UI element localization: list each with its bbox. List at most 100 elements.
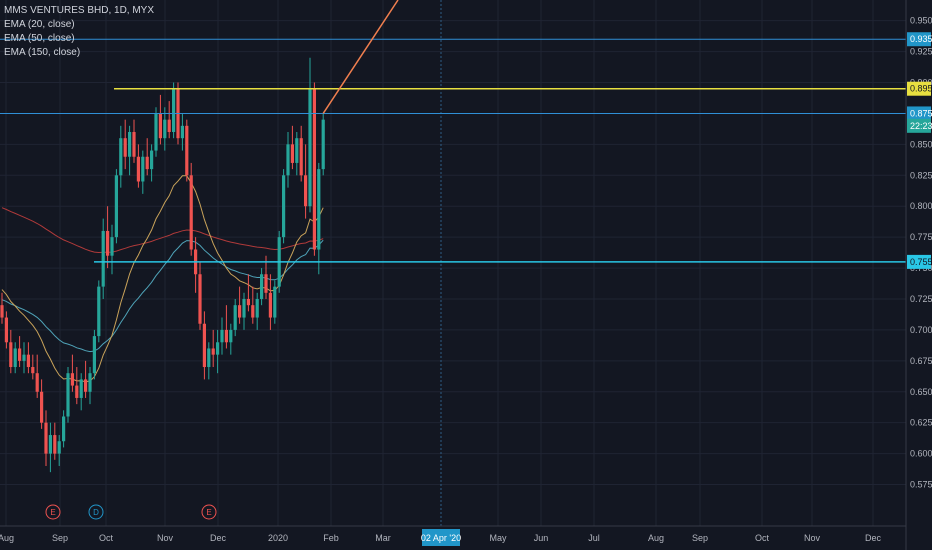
price-label-text: 0.935 (910, 34, 932, 44)
time-axis-bg (0, 526, 932, 550)
time-tick-label: Nov (804, 533, 821, 543)
candle-body (128, 132, 132, 157)
candle-body (290, 144, 294, 163)
time-tick-label: Feb (323, 533, 339, 543)
candle-body (317, 169, 321, 250)
candle-body (9, 342, 13, 368)
event-marker-letter: E (50, 508, 55, 517)
candle-body (308, 88, 312, 207)
candle-body (211, 348, 215, 355)
legend-ema-50[interactable]: EMA (50, close) (4, 33, 75, 44)
candle-body (13, 348, 17, 368)
event-marker-letter: E (206, 508, 211, 517)
candle-body (136, 156, 140, 182)
candle-body (92, 336, 96, 374)
candle-body (4, 317, 8, 343)
time-axis[interactable]: Aug Sep Oct Nov Dec 2020 Feb Mar May Jun Jul Aug Sep… (0, 533, 881, 543)
candle-body (282, 175, 286, 238)
candle-body (268, 292, 272, 318)
candle-body (88, 373, 92, 392)
price-tick-label: 0.650 (910, 387, 932, 397)
candle-body (150, 150, 154, 170)
chart-legend: MMS VENTURES BHD, 1D, MYX EMA (20, close… (4, 4, 154, 60)
price-tick-label: 0.675 (910, 356, 932, 366)
candle-body (246, 298, 250, 306)
candle-body (233, 305, 237, 330)
candle-body (216, 342, 220, 355)
price-label-bg (907, 254, 931, 269)
time-tick-label: May (489, 533, 507, 543)
candle-body (220, 329, 224, 343)
price-label-bg (907, 106, 931, 121)
time-tick-label: Sep (692, 533, 708, 543)
candle-body (26, 354, 30, 368)
candle-body (66, 373, 70, 417)
price-tick-label: 0.575 (910, 480, 932, 490)
event-marker-dividend[interactable] (88, 504, 104, 520)
candle-body (158, 113, 162, 139)
candle-body (22, 354, 26, 361)
time-tick-label: Oct (99, 533, 114, 543)
candle-body (304, 175, 308, 207)
time-tick-label: Mar (375, 533, 391, 543)
candle-body (172, 88, 176, 133)
candle-body (79, 379, 83, 398)
candle-body (101, 230, 105, 287)
time-tick-label: Jun (534, 533, 549, 543)
candle-body (44, 422, 48, 454)
candle-body (70, 373, 74, 386)
date-label: 02 Apr '20 (421, 529, 461, 546)
price-tick-label: 0.800 (910, 201, 932, 211)
event-marker-earnings[interactable] (201, 504, 217, 520)
grid (0, 0, 906, 526)
candle-body (202, 323, 206, 368)
candle-body (141, 156, 145, 182)
time-tick-label: 2020 (268, 533, 288, 543)
price-tick-label: 0.725 (910, 294, 932, 304)
time-tick-label: Dec (865, 533, 882, 543)
candle-body (229, 329, 233, 343)
event-marker-letter: D (93, 508, 99, 517)
time-tick-label: Nov (157, 533, 174, 543)
price-tick-label: 0.600 (910, 449, 932, 459)
price-tick-label: 0.825 (910, 170, 932, 180)
candle-body (264, 274, 268, 293)
candle-body (123, 138, 127, 157)
candle-body (286, 144, 290, 176)
time-tick-label: Dec (210, 533, 227, 543)
candle-body (312, 88, 316, 250)
price-label-text: 0.895 (910, 84, 932, 94)
legend-ema-150[interactable]: EMA (150, close) (4, 47, 81, 58)
candle-body (97, 286, 101, 337)
price-tick-label: 0.925 (910, 47, 932, 57)
ema-lines (1, 175, 324, 383)
price-label-text: 22:23 (910, 121, 932, 131)
candle-body (198, 274, 202, 324)
candle-body (255, 298, 259, 318)
trend-line[interactable] (322, 0, 399, 114)
candle-body (189, 175, 193, 250)
candle-body (207, 348, 211, 368)
candle-body (119, 138, 123, 176)
ema-50-line (1, 239, 324, 353)
price-label-bg (907, 81, 931, 96)
candle-body (114, 175, 118, 238)
price-tick-label: 0.625 (910, 418, 932, 428)
ema-150-line (1, 207, 324, 254)
candle-body (18, 348, 22, 361)
legend-ema-20[interactable]: EMA (20, close) (4, 19, 75, 30)
time-tick-label: Aug (0, 533, 14, 543)
candle-body (251, 305, 255, 318)
candle-body (62, 416, 66, 442)
candle-body (163, 119, 167, 139)
date-label-text: 02 Apr '20 (421, 533, 461, 543)
price-label-bg (907, 118, 931, 133)
candle-body (299, 138, 303, 176)
price-tick-label: 0.775 (910, 232, 932, 242)
price-labels: 0.935 0.895 0.875 22:23 0.755 (907, 32, 932, 269)
event-marker-earnings[interactable] (45, 504, 61, 520)
candle-body (57, 441, 61, 454)
